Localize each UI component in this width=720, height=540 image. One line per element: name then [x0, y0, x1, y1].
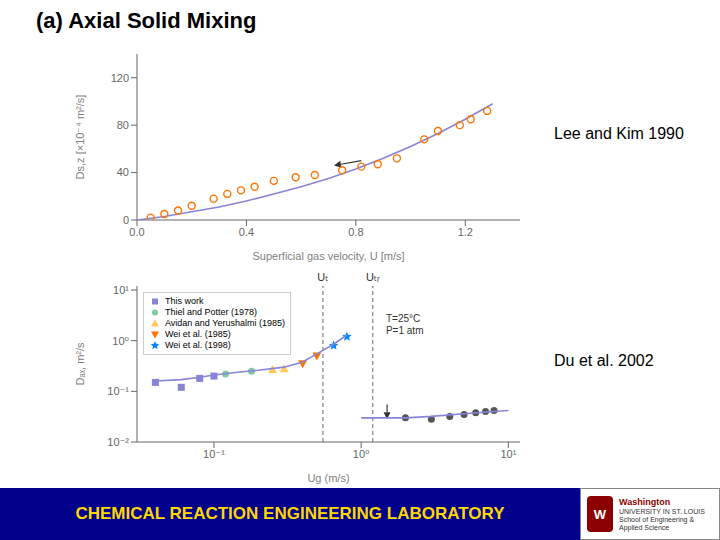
svg-text:Dₐₓ, m²/s: Dₐₓ, m²/s [74, 342, 86, 386]
html-text:Lee and Kim 1990: Lee and Kim 1990 [554, 124, 684, 142]
svg-text:Ug (m/s): Ug (m/s) [307, 472, 349, 484]
svg-text:120: 120 [111, 72, 129, 84]
svg-text:10⁰: 10⁰ [353, 448, 370, 460]
svg-text:10⁰: 10⁰ [112, 335, 129, 347]
svg-text:10⁻¹: 10⁻¹ [203, 448, 225, 460]
svg-text:40: 40 [117, 166, 129, 178]
html-text:This work: This work [165, 296, 204, 306]
html-text:Thiel and Potter (1978): Thiel and Potter (1978) [165, 307, 258, 317]
svg-text:Uₜᵣ: Uₜᵣ [366, 271, 380, 283]
svg-text:0.0: 0.0 [129, 226, 144, 238]
html-text:W: W [593, 506, 607, 522]
html-text:School of Engineering & Applie: School of Engineering & Applied Science [619, 515, 695, 531]
svg-text:10¹: 10¹ [113, 284, 129, 296]
html-text:Avidan and Yerushalmi (1985): Avidan and Yerushalmi (1985) [165, 318, 285, 328]
html-text:CHEMICAL REACTION ENGINEERING: CHEMICAL REACTION ENGINEERING LABORATORY [75, 504, 505, 523]
svg-text:0.4: 0.4 [239, 226, 254, 238]
svg-text:Ds,z [×10⁻⁴ m²/s]: Ds,z [×10⁻⁴ m²/s] [74, 95, 86, 180]
html-text:T=25°C P=1 atm: T=25°C P=1 atm [385, 312, 424, 336]
html-text:(a) Axial Solid Mixing: (a) Axial Solid Mixing [36, 8, 257, 33]
svg-text:10⁻¹: 10⁻¹ [107, 385, 129, 397]
svg-text:0: 0 [123, 214, 129, 226]
svg-text:10¹: 10¹ [500, 448, 516, 460]
svg-text:0.8: 0.8 [348, 226, 363, 238]
svg-text:Superficial gas velocity, U [m: Superficial gas velocity, U [m/s] [252, 250, 404, 262]
html-text:UNIVERSITY IN ST. LOUIS: UNIVERSITY IN ST. LOUIS [619, 507, 705, 515]
html-text:Wei et al. (1985): Wei et al. (1985) [165, 329, 231, 339]
html-text:Wei et al. (1998): Wei et al. (1998) [165, 340, 231, 350]
html-text:Washington: Washington [619, 496, 671, 507]
svg-text:1.2: 1.2 [458, 226, 473, 238]
svg-text:10⁻²: 10⁻² [107, 436, 129, 448]
html-text:Du et al. 2002: Du et al. 2002 [554, 351, 654, 369]
svg-text:80: 80 [117, 119, 129, 131]
svg-text:Uₜ: Uₜ [317, 271, 328, 283]
